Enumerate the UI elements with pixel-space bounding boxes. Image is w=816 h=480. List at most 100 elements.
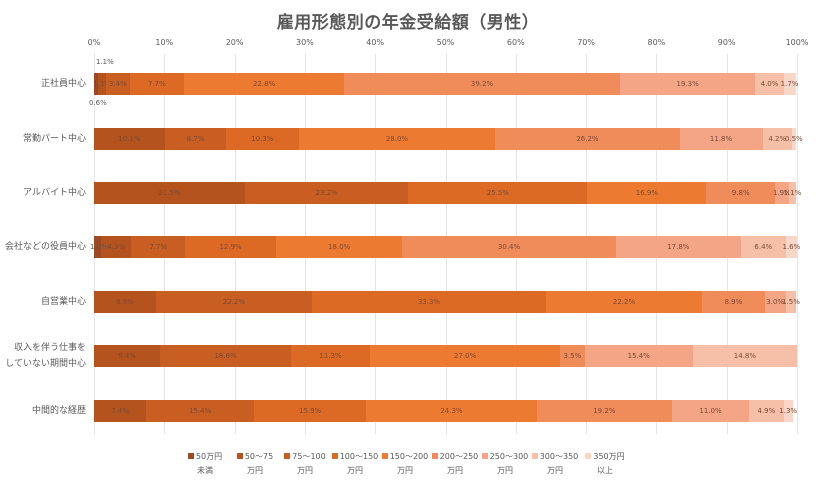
data-label: 10.1% <box>118 135 141 143</box>
data-label: 7.7% <box>149 243 168 251</box>
category-label: 会社などの役員中心 <box>4 242 86 252</box>
data-label: 10.3% <box>251 135 274 143</box>
legend-item: 250〜300 万円 <box>480 450 530 478</box>
bar-segment: 15.4% <box>146 400 255 422</box>
legend-item: 50万円 未満 <box>180 450 230 478</box>
legend-swatch-icon <box>236 453 243 459</box>
data-label: 28.0% <box>385 135 409 143</box>
bar-segment: 10.1% <box>94 128 165 150</box>
bar-segment: 1.6% <box>782 236 800 258</box>
legend-swatch-icon <box>331 453 338 459</box>
bar-segment: 22.8% <box>183 73 345 95</box>
stacked-bar: 8.8% 22.2% 33.3% 22.2% 8.9% 3.0% 1.5% <box>94 291 800 313</box>
data-label: 1.7% <box>780 80 799 88</box>
x-tick-label: 10% <box>155 38 174 47</box>
bar-segment: 26.2% <box>495 128 680 150</box>
bar-segment: 4.0% <box>755 73 784 95</box>
data-label: 1.0% <box>90 243 108 251</box>
data-label: 19.2% <box>593 407 616 415</box>
bar-segment: 24.3% <box>366 400 537 422</box>
category-label: 収入を伴う仕事を していない期間中心 <box>5 343 86 369</box>
bar-segment: 15.4% <box>584 345 693 367</box>
stacked-bar: 9.4% 18.6% 11.3% 27.0% 3.5% 15.4% 14.8% <box>94 345 797 367</box>
x-tick-label: 90% <box>717 38 736 47</box>
data-label: 17.8% <box>667 243 690 251</box>
data-label: 22.2% <box>612 298 636 306</box>
data-label: 1.6% <box>782 243 801 251</box>
bar-segment: 1.1% <box>783 182 801 204</box>
data-label: 15.4% <box>627 352 650 360</box>
data-label: 11.8% <box>709 135 733 143</box>
data-label: 16.9% <box>635 189 658 197</box>
data-label: 1.1% <box>96 58 114 66</box>
data-label: 26.2% <box>576 135 599 143</box>
legend-swatch-icon <box>585 453 592 459</box>
category-label: アルバイト中心 <box>23 188 86 198</box>
bar-segment: 16.9% <box>587 182 707 204</box>
legend-item: 300〜350 万円 <box>530 450 580 478</box>
data-label: 9.4% <box>118 352 136 360</box>
data-label: 8.7% <box>186 135 205 143</box>
x-tick-label: 50% <box>436 38 455 47</box>
bar-segment: 22.2% <box>155 291 312 313</box>
bar-segment: 0.5% <box>785 128 803 150</box>
bar-segment: 9.4% <box>94 345 161 367</box>
category-label: 自営業中心 <box>40 297 86 307</box>
bar-segment: 3.5% <box>560 345 585 367</box>
bar-segment <box>94 236 102 258</box>
data-label: 1.1% <box>783 189 802 197</box>
bar-segment: 39.2% <box>344 73 620 95</box>
legend-item: 100〜150 万円 <box>330 450 380 478</box>
data-label: 6.4% <box>754 243 773 251</box>
bar-segment: 27.0% <box>370 345 561 367</box>
bar-segment: 18.6% <box>160 345 291 367</box>
bar-segment: 14.8% <box>692 345 797 367</box>
legend-item: 50〜75 万円 <box>230 450 280 478</box>
data-label: 0.5% <box>784 135 803 143</box>
data-label: 4.9% <box>757 407 776 415</box>
x-tick-label: 20% <box>225 38 244 47</box>
data-label: 8.8% <box>116 298 134 306</box>
stacked-bar: 10.1% 8.7% 10.3% 28.0% 26.2% 11.8% 4.2% 0.5% <box>94 128 803 150</box>
data-label: 7.4% <box>111 407 129 415</box>
data-label: 1.9% <box>772 189 791 197</box>
data-label: 4.2% <box>768 135 787 143</box>
x-tick-label: 60% <box>506 38 525 47</box>
data-label: 12.9% <box>219 243 242 251</box>
data-label: 15.9% <box>299 407 322 415</box>
data-label: 14.8% <box>733 352 757 360</box>
data-label: 22.2% <box>222 298 246 306</box>
bar-segment: 12.9% <box>185 236 276 258</box>
bar-segment: 4.3% <box>101 236 132 258</box>
data-label: 11.0% <box>699 407 722 415</box>
bar-segment: 4.2% <box>762 128 793 150</box>
stacked-bar: 1.1% 3.4% 7.7% 22.8% 39.2% 19.3% 4.0% 1.7% <box>93 73 799 95</box>
data-label: 18.0% <box>327 243 351 251</box>
bar-segment: 9.8% <box>706 182 776 204</box>
data-label: 39.2% <box>470 80 494 88</box>
legend-item: 75〜100 万円 <box>280 450 330 478</box>
bar-segment: 8.9% <box>702 291 765 313</box>
bar-segment: 11.8% <box>679 128 763 150</box>
data-label: 18.6% <box>214 352 237 360</box>
stacked-bar: 4.3% 7.7% 12.9% 18.0% 30.4% 17.8% 6.4% 1.6% <box>94 236 800 258</box>
legend-item: 150〜200 万円 <box>380 450 430 478</box>
bar-segment: 1.9% <box>772 182 791 204</box>
legend-swatch-icon <box>284 453 291 459</box>
bar-segment: 11.0% <box>671 400 750 422</box>
stacked-bar: 7.4% 15.4% 15.9% 24.3% 19.2% 11.0% 4.9% 1.3% <box>94 400 797 422</box>
bar-segment: 19.3% <box>619 73 756 95</box>
bar-segment: 7.7% <box>129 73 184 95</box>
category-label: 中間的な経歴 <box>31 406 86 416</box>
data-label: 23.2% <box>315 189 338 197</box>
bar-segment: 7.4% <box>94 400 147 422</box>
data-label: 22.8% <box>252 80 276 88</box>
data-label: 4.0% <box>760 80 779 88</box>
category-label: 常勤パート中心 <box>22 134 86 144</box>
legend-item: 350万円 以上 <box>580 450 630 478</box>
bar-segment: 10.3% <box>226 128 299 150</box>
legend-swatch-icon <box>187 453 194 459</box>
x-tick-label: 40% <box>366 38 385 47</box>
gridline <box>797 54 798 434</box>
bar-segment: 11.3% <box>290 345 371 367</box>
